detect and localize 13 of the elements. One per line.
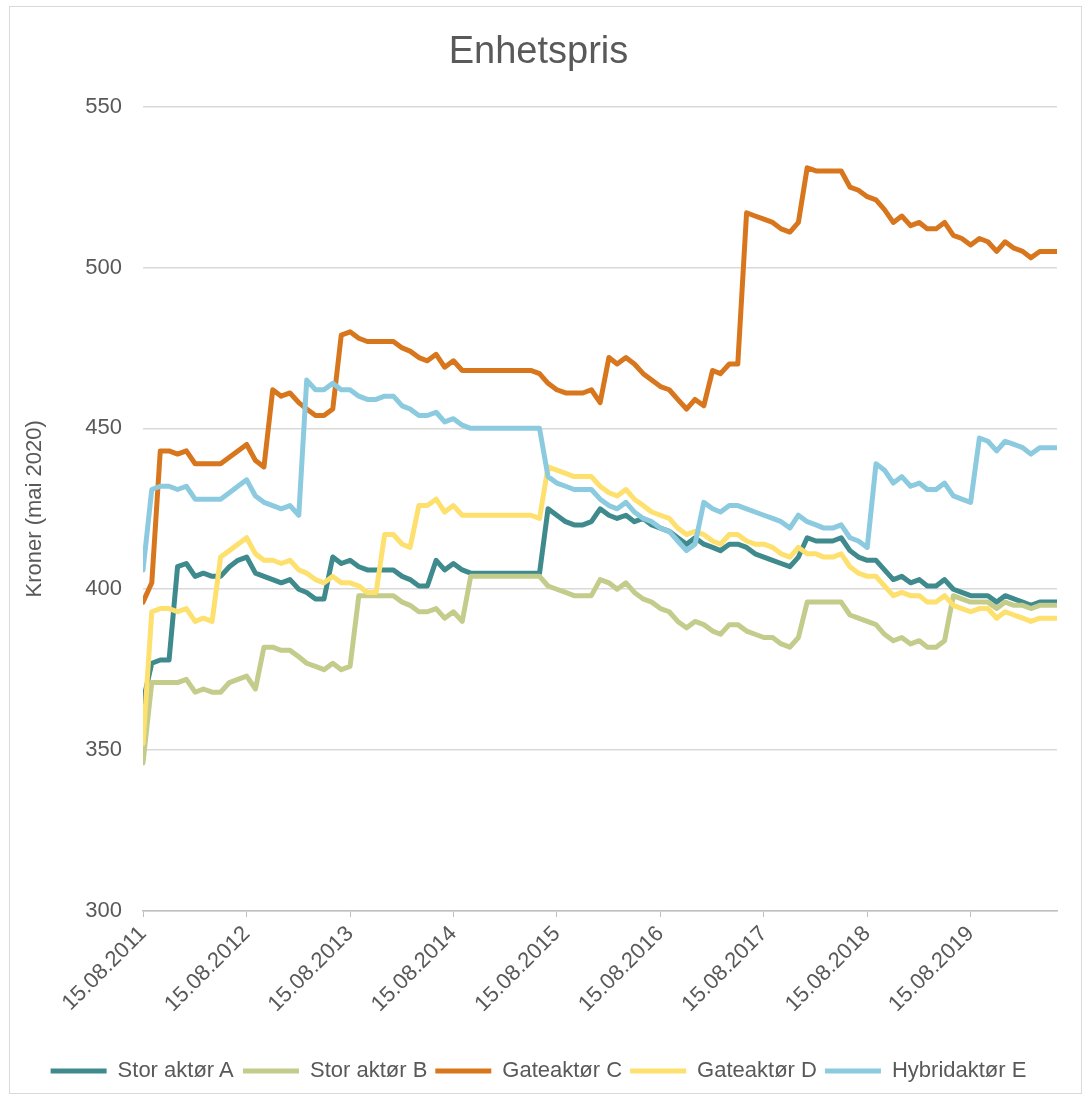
y-axis-title: Kroner (mai 2020) (21, 420, 47, 598)
y-tick-label: 550 (85, 92, 122, 118)
legend-label: Hybridaktør E (891, 1057, 1027, 1083)
legend-label: Stor aktør B (309, 1057, 428, 1083)
legend-label: Stor aktør A (117, 1057, 235, 1083)
y-tick-label: 400 (85, 575, 122, 601)
y-tick-label: 300 (85, 897, 122, 923)
legend-label: Gateaktør C (502, 1057, 623, 1083)
chart-title: Enhetspris (448, 29, 629, 72)
y-tick-label: 350 (85, 736, 122, 762)
y-tick-label: 500 (85, 253, 122, 279)
y-tick-label: 450 (85, 414, 122, 440)
legend-label: Gateaktør D (697, 1057, 817, 1083)
